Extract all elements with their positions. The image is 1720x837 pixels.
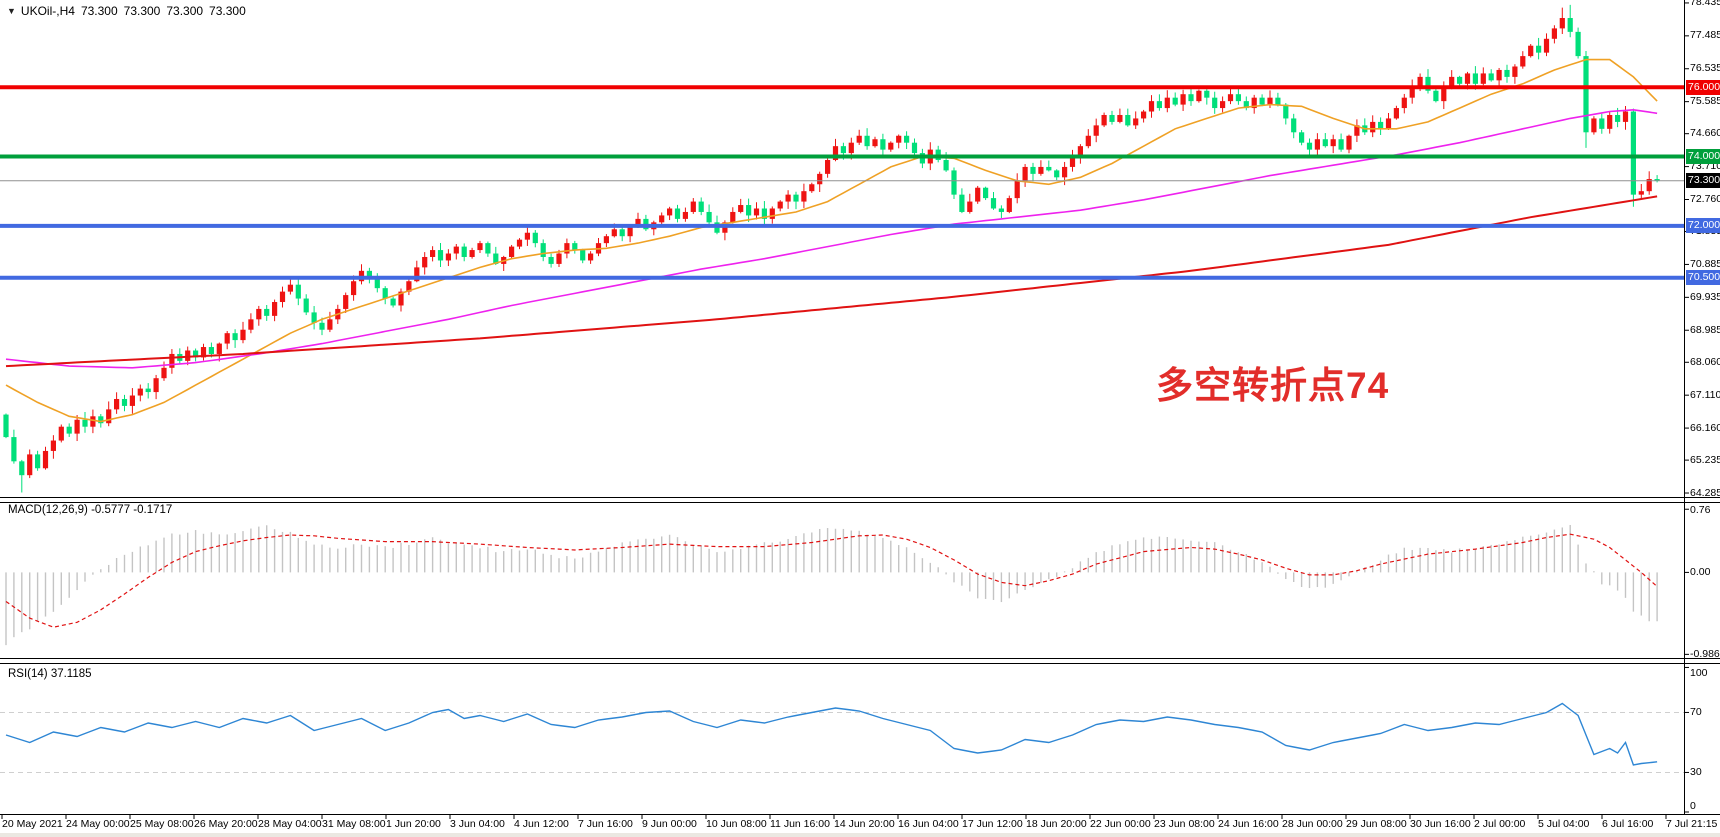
rsi-indicator-label: RSI(14) 37.1185 [8,668,92,680]
time-tick-label: 7 Jun 16:00 [578,818,633,830]
time-tick-label: 25 May 08:00 [130,818,194,830]
candles-layer[interactable] [3,4,1660,493]
price-tick-label: 78.435 [1690,0,1720,9]
symbol-timeframe-label: UKOil-,H4 [20,4,75,18]
price-tick-label: 74.660 [1690,127,1720,140]
window-bottom-edge [0,833,1720,837]
price-badge: 76.000 [1686,79,1720,95]
annotation-text[interactable]: 多空转折点74 [1156,365,1390,406]
rsi-line [5,702,1658,766]
rsi-tick-label: 0 [1690,800,1696,812]
time-tick-label: 28 Jun 00:00 [1282,818,1343,830]
price-tick-label: 72.760 [1690,192,1720,205]
time-tick-label: 1 Jun 20:00 [386,818,441,830]
price-tick-label: 64.285 [1690,486,1720,499]
quote-high: 73.300 [123,4,161,18]
rsi-tick-label: 70 [1690,705,1702,718]
time-tick-label: 26 May 20:00 [194,818,258,830]
hline-objects-layer[interactable] [0,85,1684,280]
price-badge: 73.300 [1686,173,1720,189]
time-tick-label: 31 May 08:00 [322,818,386,830]
time-tick-label: 4 Jun 12:00 [514,818,569,830]
time-tick-label: 29 Jun 08:00 [1346,818,1407,830]
price-tick-label: 67.110 [1690,388,1720,401]
symbol-dropdown-icon[interactable]: ▼ [7,6,16,16]
price-tick-label: 70.885 [1690,257,1720,270]
symbol-header: ▼ UKOil-,H4 73.300 73.300 73.300 73.300 [7,4,252,18]
slow-ma [5,195,1658,368]
time-tick-label: 7 Jul 21:15 [1666,818,1718,830]
time-tick-label: 20 May 2021 [2,818,63,830]
time-tick-label: 24 Jun 16:00 [1218,818,1279,830]
time-tick-label: 18 Jun 20:00 [1026,818,1087,830]
time-tick-label: 9 Jun 00:00 [642,818,697,830]
time-tick-label: 5 Jul 04:00 [1538,818,1590,830]
time-tick-label: 17 Jun 12:00 [962,818,1023,830]
rsi-tick-label: 100 [1690,667,1708,679]
price-tick-label: 66.160 [1690,421,1720,434]
quote-open: 73.300 [80,4,118,18]
macd-indicator-label: MACD(12,26,9) -0.5777 -0.1717 [8,504,173,516]
time-tick-label: 30 Jun 16:00 [1410,818,1471,830]
price-badge: 74.000 [1686,149,1720,165]
time-tick-label: 6 Jul 16:00 [1602,818,1654,830]
price-tick-label: 75.585 [1690,95,1720,108]
macd-layer[interactable] [5,524,1658,646]
time-tick-label: 3 Jun 04:00 [450,818,505,830]
time-tick-label: 10 Jun 08:00 [706,818,767,830]
price-tick-label: 69.935 [1690,290,1720,303]
price-badge: 72.000 [1686,218,1720,234]
time-tick-label: 16 Jun 04:00 [898,818,959,830]
time-tick-label: 23 Jun 08:00 [1154,818,1215,830]
macd-tick-label: 0.00 [1690,565,1711,578]
rsi-layer[interactable] [0,702,1684,773]
price-tick-label: 77.485 [1690,29,1720,42]
time-tick-label: 28 May 04:00 [258,818,322,830]
time-tick-label: 24 May 00:00 [66,818,130,830]
quote-low: 73.300 [166,4,204,18]
price-tick-label: 68.985 [1690,323,1720,336]
price-tick-label: 68.060 [1690,355,1720,368]
macd-signal-line [5,533,1658,628]
time-tick-label: 11 Jun 16:00 [770,818,830,830]
price-tick-label: 76.535 [1690,62,1720,75]
quote-close: 73.300 [209,4,246,18]
frame-layer [0,0,1720,819]
time-tick-label: 14 Jun 20:00 [834,818,895,830]
time-tick-label: 2 Jul 00:00 [1474,818,1526,830]
time-tick-label: 22 Jun 00:00 [1090,818,1151,830]
price-tick-label: 65.235 [1690,453,1720,466]
macd-tick-label: -0.9862 [1690,647,1720,660]
fast-ma [5,58,1658,423]
price-badge: 70.500 [1686,270,1720,286]
macd-tick-label: 0.76 [1690,504,1711,516]
rsi-tick-label: 30 [1690,765,1702,778]
